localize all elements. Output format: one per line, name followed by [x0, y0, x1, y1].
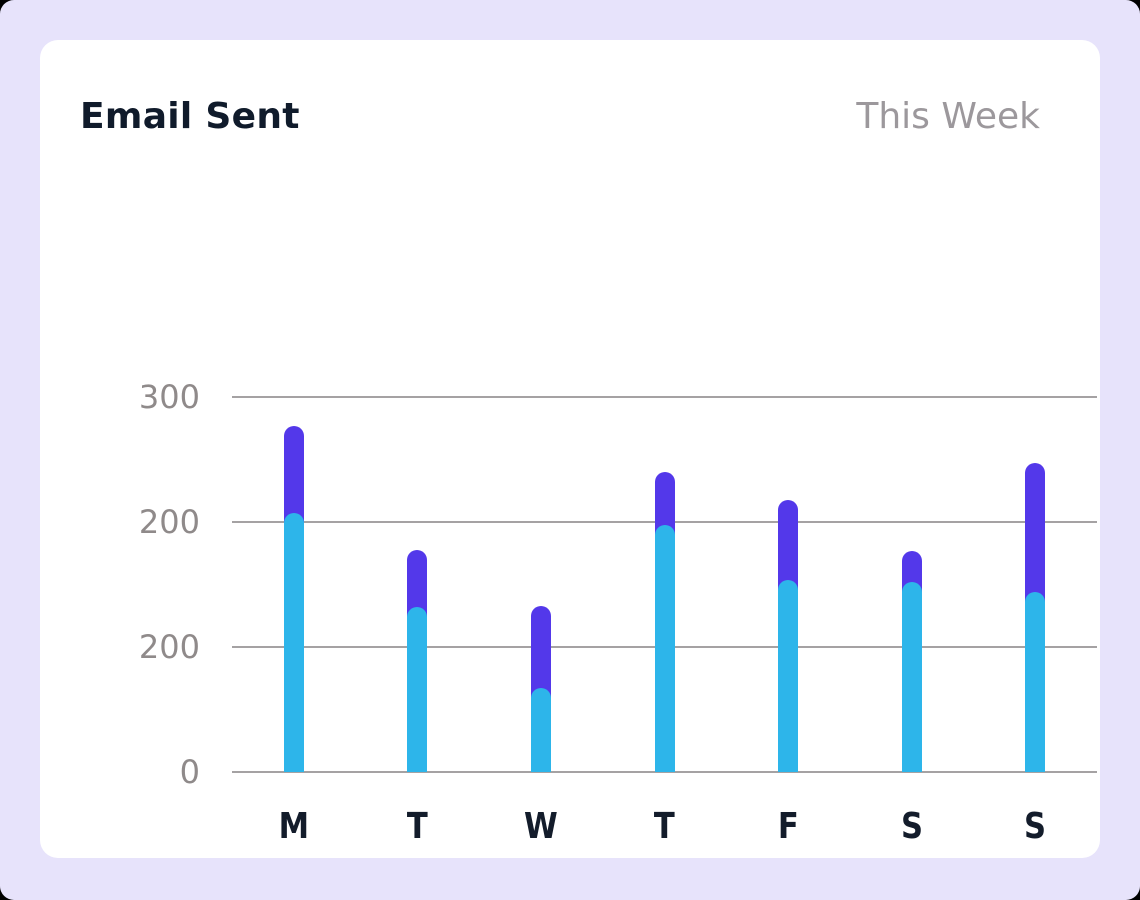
- bar-lower-segment: [901, 582, 922, 772]
- bar-lower-segment: [530, 688, 551, 772]
- bar-upper-segment: [407, 549, 428, 772]
- bar-column-5-F: [726, 397, 850, 772]
- card-title: Email Sent: [80, 96, 300, 137]
- bar-column-2-T: [356, 397, 480, 772]
- x-axis-label-4: T: [654, 806, 675, 847]
- bar-upper-segment: [778, 499, 799, 772]
- email-sent-card: Email Sent This Week M T W T F S S 300 200 200 0: [40, 40, 1100, 858]
- bar-upper-segment: [530, 605, 551, 772]
- bar-column-6-S: [850, 397, 974, 772]
- bar-series-container: [232, 397, 1097, 772]
- bar-lower-segment: [654, 524, 675, 772]
- bar-upper-segment: [654, 472, 675, 772]
- bar-upper-segment: [901, 550, 922, 772]
- y-axis-tick-label: 200: [138, 628, 200, 666]
- chart-plot-area: [232, 396, 1097, 773]
- gridline: [232, 396, 1097, 398]
- x-axis-label-7: S: [1024, 806, 1047, 847]
- bar-upper-segment: [283, 425, 304, 772]
- x-axis-label-6: S: [900, 806, 923, 847]
- bar-lower-segment: [1025, 592, 1046, 772]
- x-axis-label-5: F: [777, 806, 799, 847]
- bar-lower-segment: [407, 607, 428, 772]
- y-axis-tick-label: 200: [138, 503, 200, 541]
- bar-column-1-M: [232, 397, 356, 772]
- bar-lower-segment: [778, 579, 799, 772]
- x-axis-label-3: W: [524, 806, 558, 847]
- y-axis-tick-label: 0: [179, 753, 200, 791]
- gridline: [232, 771, 1097, 773]
- bar-lower-segment: [283, 513, 304, 772]
- x-axis-label-1: M: [278, 806, 310, 847]
- bar-column-7-S: [973, 397, 1097, 772]
- y-axis-tick-label: 300: [138, 378, 200, 416]
- bar-column-4-T: [603, 397, 727, 772]
- x-axis-label-2: T: [406, 806, 428, 847]
- bar-upper-segment: [1025, 463, 1046, 772]
- period-label: This Week: [856, 96, 1040, 137]
- bar-column-3-W: [479, 397, 603, 772]
